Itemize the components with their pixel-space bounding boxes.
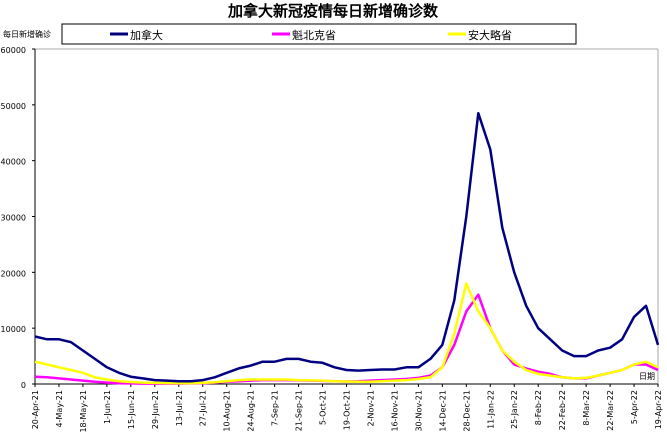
x-tick-label: 14-Dec-21 <box>438 390 447 432</box>
x-tick-label: 19-Oct-21 <box>343 390 352 430</box>
y-tick-label: 60000 <box>1 46 26 55</box>
y-tick-label: 50000 <box>1 102 26 111</box>
x-tick-label: 8-Mar-22 <box>582 390 591 426</box>
x-tick-label: 2-Nov-21 <box>366 390 375 426</box>
x-tick-label: 25-Jan-22 <box>510 390 519 429</box>
legend-label: 加拿大 <box>130 28 163 42</box>
x-tick-label: 5-Oct-21 <box>319 390 328 425</box>
legend-label: 魁北克省 <box>292 28 336 42</box>
y-tick-label: 30000 <box>1 214 26 223</box>
x-tick-label: 13-Jul-21 <box>175 390 184 426</box>
x-tick-label: 7-Sep-21 <box>271 390 280 426</box>
chart-title: 加拿大新冠疫情每日新增确诊数 <box>227 2 439 20</box>
x-tick-label: 27-Jul-21 <box>199 390 208 426</box>
x-tick-label: 30-Nov-21 <box>414 390 423 432</box>
x-tick-label: 5-Apr-22 <box>630 390 639 424</box>
y-axis-label: 每日新增确诊 <box>3 29 51 39</box>
legend <box>61 23 577 45</box>
y-tick-label: 20000 <box>1 269 26 278</box>
x-tick-label: 1-Jun-21 <box>103 390 112 424</box>
x-tick-label: 10-Aug-21 <box>223 390 232 432</box>
x-tick-label: 16-Nov-21 <box>390 390 399 432</box>
x-tick-label: 11-Jan-22 <box>486 390 495 429</box>
x-tick-label: 15-Jun-21 <box>127 390 136 429</box>
y-tick-label: 10000 <box>1 325 26 334</box>
x-tick-label: 29-Jun-21 <box>151 390 160 429</box>
x-tick-label: 22-Feb-22 <box>558 390 567 430</box>
x-tick-label: 28-Dec-21 <box>462 390 471 432</box>
x-tick-label: 19-Apr-22 <box>654 390 663 429</box>
x-tick-label: 24-Aug-21 <box>247 390 256 432</box>
y-tick-label: 40000 <box>1 158 26 167</box>
y-tick-label: 0 <box>21 381 26 390</box>
legend-label: 安大略省 <box>468 28 512 42</box>
x-axis-label: 日期 <box>639 372 655 381</box>
series-line-0 <box>34 111 660 383</box>
x-tick-label: 20-Apr-21 <box>31 390 40 429</box>
series-line-2 <box>34 282 659 385</box>
x-tick-label: 4-May-21 <box>55 390 64 427</box>
x-tick-label: 8-Feb-22 <box>534 390 543 425</box>
x-tick-label: 21-Sep-21 <box>295 390 304 431</box>
x-tick-label: 18-May-21 <box>79 390 88 433</box>
x-tick-label: 22-Mar-22 <box>606 390 615 431</box>
